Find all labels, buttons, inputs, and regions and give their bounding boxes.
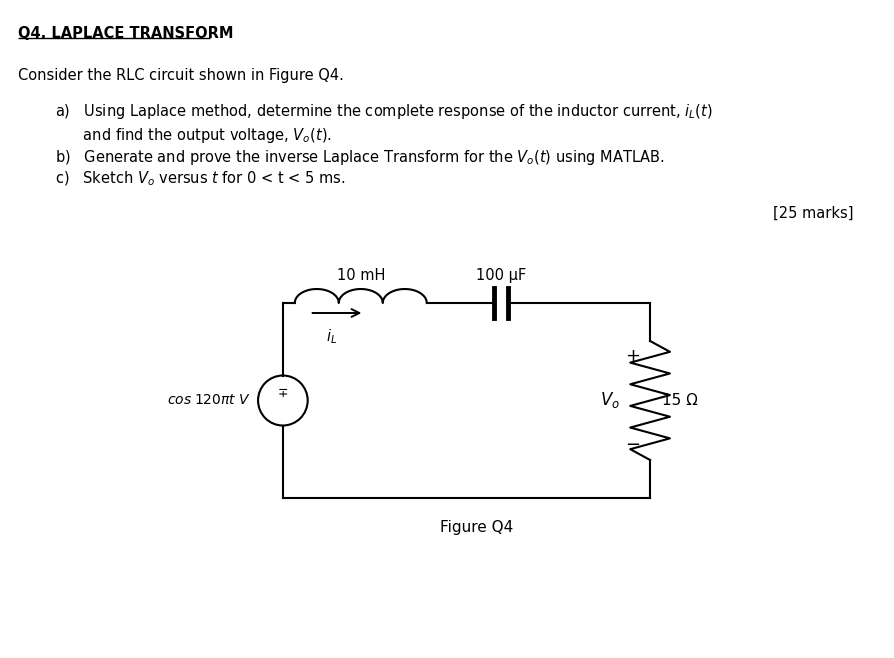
Text: 15 Ω: 15 Ω bbox=[662, 393, 697, 408]
Text: 100 μF: 100 μF bbox=[476, 268, 526, 283]
Text: b)   Generate and prove the inverse Laplace Transform for the $V_o(t)$ using MAT: b) Generate and prove the inverse Laplac… bbox=[55, 148, 663, 167]
Text: Figure Q4: Figure Q4 bbox=[439, 520, 512, 535]
Text: a)   Using Laplace method, determine the complete response of the inductor curre: a) Using Laplace method, determine the c… bbox=[55, 102, 712, 121]
Text: $\mp$: $\mp$ bbox=[277, 387, 288, 400]
Text: Consider the RLC circuit shown in Figure Q4.: Consider the RLC circuit shown in Figure… bbox=[18, 68, 343, 83]
Text: Q4. LAPLACE TRANSFORM: Q4. LAPLACE TRANSFORM bbox=[18, 26, 233, 41]
Text: +: + bbox=[624, 347, 639, 365]
Text: $i_L$: $i_L$ bbox=[326, 327, 337, 345]
Text: 10 mH: 10 mH bbox=[336, 268, 384, 283]
Text: [25 marks]: [25 marks] bbox=[772, 206, 853, 221]
Text: and find the output voltage, $V_o(t)$.: and find the output voltage, $V_o(t)$. bbox=[55, 126, 331, 145]
Text: $cos\;120\pi t\;V$: $cos\;120\pi t\;V$ bbox=[166, 393, 249, 407]
Text: $V_o$: $V_o$ bbox=[600, 390, 620, 411]
Text: −: − bbox=[624, 436, 639, 454]
Text: c)   Sketch $V_o$ versus $t$ for 0 < t < 5 ms.: c) Sketch $V_o$ versus $t$ for 0 < t < 5… bbox=[55, 170, 345, 188]
